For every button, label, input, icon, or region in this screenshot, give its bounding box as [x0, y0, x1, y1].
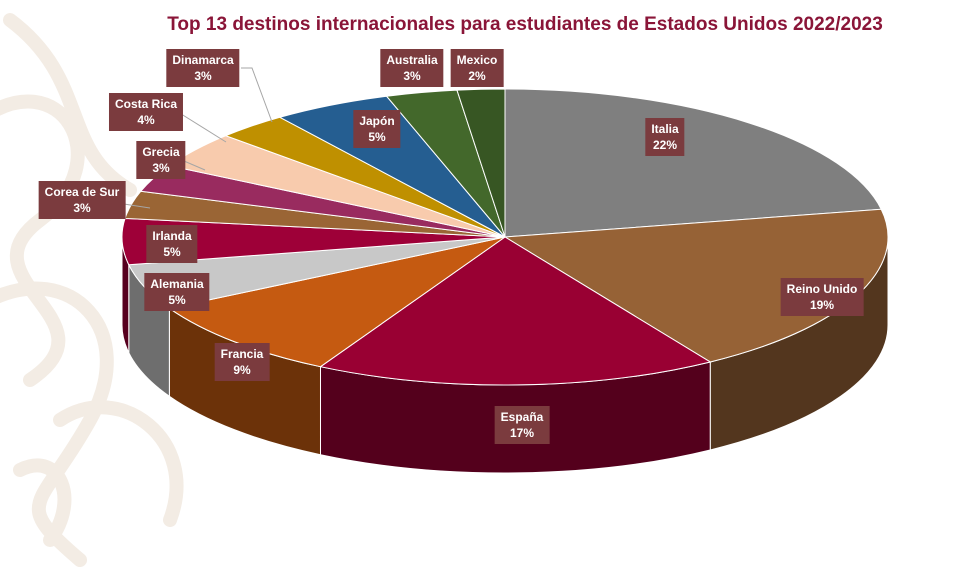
slice-label-value: 17% — [509, 426, 535, 440]
slice-label-name: Costa Rica — [114, 97, 178, 111]
slice-label-name: Corea de Sur — [44, 185, 120, 199]
slice-label-name: Reino Unido — [786, 282, 858, 296]
slice-francia — [168, 236, 506, 368]
slice-label-value: 19% — [809, 298, 835, 312]
leader-line-grecia — [183, 160, 206, 171]
background-watermark — [0, 13, 184, 567]
leader-lines — [123, 67, 273, 209]
slice-espana — [319, 236, 712, 386]
slice-mexico — [456, 88, 506, 238]
slice-label-mexico: Mexico 2% — [450, 49, 504, 87]
slice-label-name: Australia — [386, 53, 438, 67]
slice-label-value: 5% — [168, 293, 186, 307]
slice-label-value: 5% — [163, 245, 181, 259]
slice-label-name: Dinamarca — [172, 53, 234, 67]
slice-label-italia: Italia 22% — [645, 118, 685, 156]
slice-label-australia: Australia 3% — [380, 49, 444, 87]
slice-label-value: 2% — [468, 69, 486, 83]
slice-label-value: 9% — [233, 363, 251, 377]
slice-label-name: Grecia — [142, 145, 180, 159]
slice-label-name: Italia — [651, 122, 679, 136]
slice-label-costa-rica: Costa Rica 4% — [108, 93, 184, 131]
slice-label-name: Japón — [359, 114, 395, 128]
slice-label-value: 3% — [403, 69, 421, 83]
slice-label-value: 5% — [368, 130, 386, 144]
slice-label-value: 4% — [137, 113, 155, 127]
slice-label-japon: Japón 5% — [353, 110, 401, 148]
slice-label-alemania: Alemania 5% — [144, 273, 210, 311]
slice-label-name: Mexico — [456, 53, 498, 67]
slice-label-value: 22% — [652, 138, 678, 152]
slice-label-irlanda: Irlanda 5% — [146, 225, 198, 263]
slice-label-value: 3% — [194, 69, 212, 83]
slice-label-name: España — [500, 410, 544, 424]
slice-italia — [504, 88, 882, 238]
slice-label-value: 3% — [73, 201, 91, 215]
slice-label-name: Irlanda — [152, 229, 192, 243]
leader-line-costa-rica — [177, 111, 227, 143]
slice-label-reino-unido: Reino Unido 19% — [780, 278, 864, 316]
leader-line-corea-de-sur — [123, 203, 151, 209]
pie-slices — [121, 88, 889, 386]
slice-label-corea-de-sur: Corea de Sur 3% — [38, 181, 126, 219]
leader-line-dinamarca — [241, 67, 273, 123]
slice-label-espana: España 17% — [494, 406, 550, 444]
slice-label-value: 3% — [152, 161, 170, 175]
slice-label-grecia: Grecia 3% — [136, 141, 186, 179]
slice-label-dinamarca: Dinamarca 3% — [166, 49, 240, 87]
slice-label-name: Francia — [220, 347, 264, 361]
chart-title: Top 13 destinos internacionales para est… — [167, 14, 883, 35]
slice-label-name: Alemania — [150, 277, 204, 291]
slice-label-francia: Francia 9% — [214, 343, 270, 381]
